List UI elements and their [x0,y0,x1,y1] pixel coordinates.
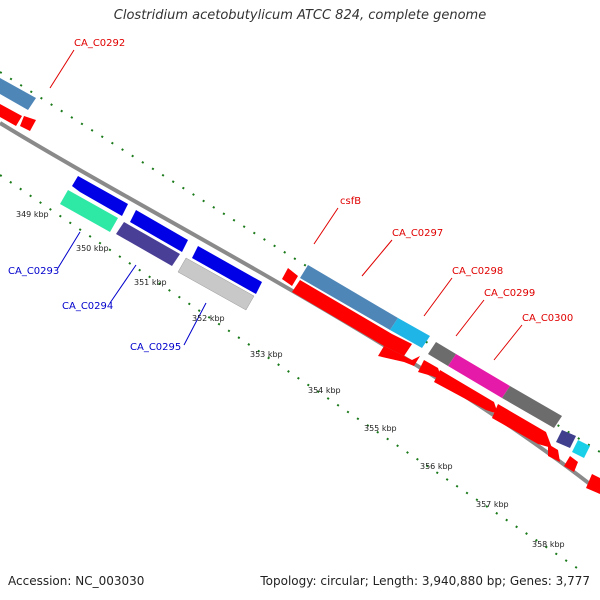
feature-red-left-1 [0,104,22,126]
tick-label: 356 kbp [420,462,453,471]
feature-red-c [418,360,442,380]
feature-magenta-C0299 [448,354,510,398]
reverse-gene-labels: CA_C0293 CA_C0294 CA_C0295 [8,266,181,353]
tick-label: 358 kbp [532,540,565,549]
tick-label: 353 kbp [250,350,283,359]
feature-navy [556,430,576,448]
tick-row-inner [0,174,581,571]
feature-gray-C0300 [502,386,562,428]
gene-label-CA_C0298: CA_C0298 [452,266,503,277]
gene-label-CA_C0292: CA_C0292 [74,38,125,49]
gene-label-CA_C0294: CA_C0294 [62,301,113,312]
forward-gene-labels: CA_C0292 csfB CA_C0297 CA_C0298 CA_C0299… [74,38,573,324]
gene-label-CA_C0299: CA_C0299 [484,288,535,299]
feature-small-red [282,268,298,286]
feature-aqua-C0293 [60,190,118,232]
tick-label: 355 kbp [364,424,397,433]
feature-steelblue-csfB [300,265,398,330]
tick-label: 357 kbp [476,500,509,509]
gene-label-CA_C0297: CA_C0297 [392,228,443,239]
gene-label-CA_C0300: CA_C0300 [522,313,573,324]
genome-summary: Topology: circular; Length: 3,940,880 bp… [260,574,590,588]
feature-gray-C0298 [428,342,456,366]
feature-silver-C0295 [177,257,255,311]
reverse-features [60,176,262,311]
feature-red-g [564,456,578,472]
gene-label-csfB: csfB [340,196,361,207]
feature-slate-C0294 [116,222,180,266]
tick-labels: 349 kbp 350 kbp 351 kbp 352 kbp 353 kbp … [16,210,565,549]
forward-features [0,78,600,494]
label-leaders [49,49,523,361]
feature-red-d [434,370,498,414]
tick-label: 354 kbp [308,386,341,395]
feature-CA_C0292-steelblue [0,78,36,110]
accession-label: Accession: NC_003030 [8,574,145,588]
feature-red-right [586,474,600,494]
feature-red-f [548,444,560,462]
feature-red-e [492,404,552,448]
feature-blue-2 [130,210,188,252]
tick-label: 352 kbp [192,314,225,323]
feature-blue-3 [192,246,262,294]
tick-label: 349 kbp [16,210,49,219]
gene-label-CA_C0295: CA_C0295 [130,342,181,353]
feature-red-b [378,346,420,366]
feature-red-long [292,280,412,356]
gene-label-CA_C0293: CA_C0293 [8,266,59,277]
tick-label: 350 kbp [76,244,109,253]
feature-cyan-right [572,440,590,458]
tick-label: 351 kbp [134,278,167,287]
feature-cyan-C0297 [390,318,430,348]
feature-blue-1 [72,176,128,216]
map-title: Clostridium acetobutylicum ATCC 824, com… [113,8,487,23]
feature-red-left-2 [20,116,36,131]
